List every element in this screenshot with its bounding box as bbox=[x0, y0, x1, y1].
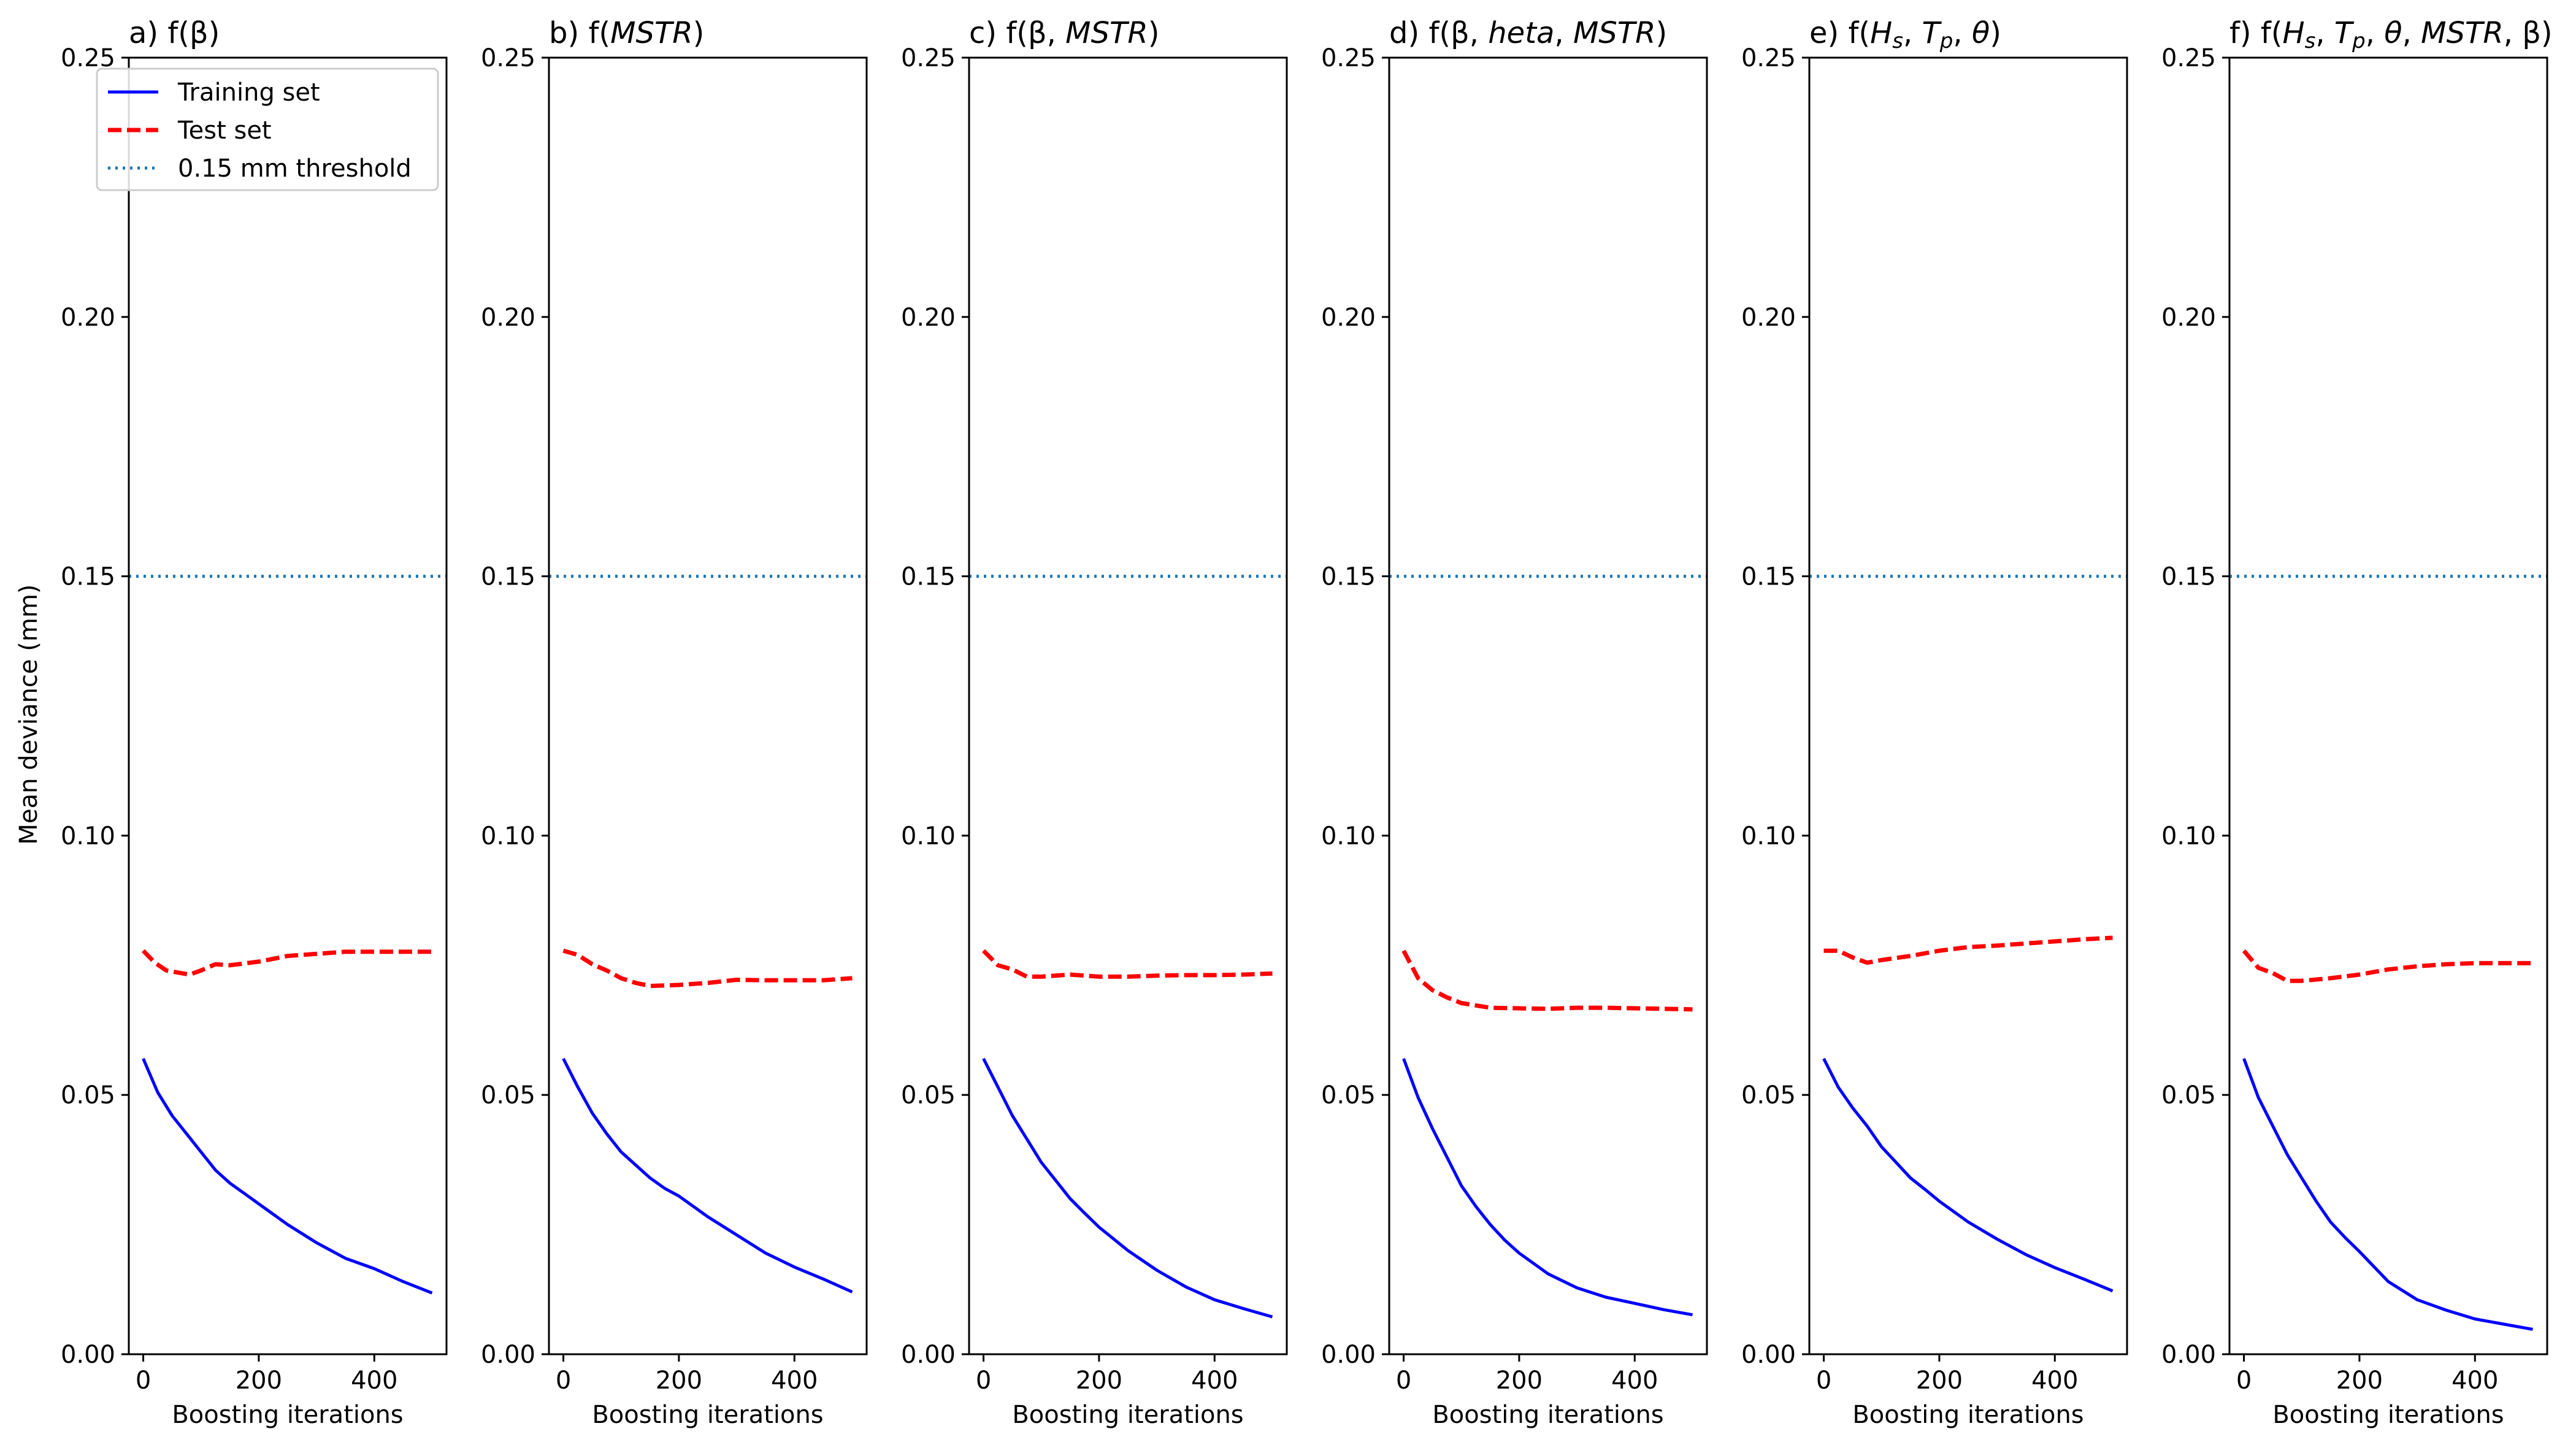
training-set-line bbox=[562, 1057, 853, 1294]
y-tick-label: 0.05 bbox=[901, 1081, 956, 1110]
panel-d: d) f(β, heta, MSTR) 0.00 0.05 0.10 0.15 0.20 0… bbox=[1321, 16, 1708, 1429]
plot-frame bbox=[128, 56, 448, 1355]
y-tick-label: 0.05 bbox=[1741, 1081, 1796, 1110]
panel-c: c) f(β, MSTR) 0.00 0.05 0.10 0.15 0.20 0.25 0 20… bbox=[901, 16, 1288, 1429]
test-set-line bbox=[562, 948, 853, 989]
y-tick-label: 0.15 bbox=[2161, 563, 2216, 591]
panel-title: c) f(β, MSTR) bbox=[969, 16, 1159, 50]
x-tick-label: 0 bbox=[136, 1366, 151, 1395]
y-tick-label: 0.05 bbox=[61, 1081, 115, 1110]
y-tick-label: 0.00 bbox=[2161, 1341, 2216, 1369]
x-tick-label: 400 bbox=[771, 1366, 818, 1395]
legend: Training set Test set 0.15 mm threshold bbox=[96, 67, 439, 191]
x-tick-label: 0 bbox=[1396, 1366, 1411, 1395]
y-tick-label: 0.05 bbox=[481, 1081, 535, 1110]
panel-title: b) f(MSTR) bbox=[549, 16, 704, 50]
x-axis-label: Boosting iterations bbox=[1012, 1401, 1243, 1429]
y-tick-label: 0.20 bbox=[2161, 304, 2216, 332]
panel-title: d) f(β, heta, MSTR) bbox=[1389, 16, 1667, 50]
x-tick-label: 0 bbox=[556, 1366, 571, 1395]
x-axis-label: Boosting iterations bbox=[592, 1401, 823, 1429]
legend-label-threshold: 0.15 mm threshold bbox=[178, 155, 412, 183]
training-set-line bbox=[1402, 1058, 1693, 1317]
test-set-line bbox=[1401, 949, 1693, 1012]
panel-b: b) f(MSTR) 0.00 0.05 0.10 0.15 0.20 0.25 0 200 40… bbox=[481, 16, 868, 1429]
y-tick-label: 0.15 bbox=[1741, 563, 1796, 591]
y-tick-label: 0.10 bbox=[1741, 822, 1796, 850]
panel-title: e) f(Hs, Tp, θ) bbox=[1809, 16, 2001, 53]
x-tick-label: 200 bbox=[1916, 1366, 1963, 1395]
x-tick-label: 0 bbox=[2236, 1366, 2252, 1395]
y-tick-label: 0.25 bbox=[901, 44, 956, 72]
x-axis-label: Boosting iterations bbox=[172, 1401, 403, 1429]
legend-label-test: Test set bbox=[177, 117, 272, 145]
x-tick-label: 200 bbox=[2336, 1366, 2383, 1395]
x-tick-label: 200 bbox=[656, 1366, 702, 1395]
y-tick-label: 0.20 bbox=[61, 304, 115, 332]
x-tick-label: 0 bbox=[1816, 1366, 1831, 1395]
y-tick-label: 0.25 bbox=[1321, 44, 1376, 72]
y-tick-label: 0.20 bbox=[901, 304, 956, 332]
x-tick-label: 400 bbox=[351, 1366, 397, 1395]
x-tick-label: 400 bbox=[1191, 1366, 1238, 1395]
y-tick-label: 0.00 bbox=[1741, 1341, 1796, 1369]
y-tick-label: 0.10 bbox=[2161, 822, 2216, 850]
y-tick-label: 0.15 bbox=[481, 563, 535, 591]
y-axis-label: Mean deviance (mm) bbox=[15, 585, 43, 845]
y-tick-label: 0.00 bbox=[901, 1341, 956, 1369]
y-tick-label: 0.15 bbox=[901, 563, 956, 591]
panel-a: a) f(β) 0.00 0.05 0.10 0.15 0.20 0.25 0 200 400 Bo… bbox=[61, 16, 448, 1429]
y-tick-label: 0.10 bbox=[1321, 822, 1376, 850]
x-axis-label: Boosting iterations bbox=[1852, 1401, 2083, 1429]
y-tick-label: 0.25 bbox=[1741, 44, 1796, 72]
x-tick-label: 200 bbox=[236, 1366, 282, 1395]
y-tick-label: 0.25 bbox=[2161, 44, 2216, 72]
x-tick-label: 200 bbox=[1496, 1366, 1543, 1395]
test-set-line bbox=[141, 949, 432, 977]
y-tick-label: 0.25 bbox=[481, 44, 535, 72]
legend-box bbox=[96, 67, 439, 191]
plot-frame bbox=[1388, 56, 1708, 1355]
y-tick-label: 0.00 bbox=[61, 1341, 115, 1369]
y-tick-label: 0.10 bbox=[901, 822, 956, 850]
x-tick-label: 400 bbox=[1611, 1366, 1658, 1395]
y-tick-label: 0.15 bbox=[1321, 563, 1376, 591]
plot-frame bbox=[548, 56, 868, 1355]
y-tick-label: 0.05 bbox=[2161, 1081, 2216, 1110]
test-set-line bbox=[1823, 935, 2113, 965]
y-tick-label: 0.10 bbox=[481, 822, 535, 850]
y-tick-label: 0.05 bbox=[1321, 1081, 1376, 1110]
panels: a) f(β) 0.00 0.05 0.10 0.15 0.20 0.25 0 200 400 Bo… bbox=[61, 16, 2553, 1429]
test-set-line bbox=[982, 949, 1273, 979]
x-tick-label: 200 bbox=[1076, 1366, 1122, 1395]
panel-f: f) f(Hs, Tp, θ, MSTR, β) 0.00 0.05 0.10 0.15… bbox=[2161, 16, 2553, 1429]
training-set-line bbox=[1822, 1057, 2114, 1293]
x-tick-label: 400 bbox=[2451, 1366, 2498, 1395]
y-tick-label: 0.20 bbox=[1741, 304, 1796, 332]
x-axis-label: Boosting iterations bbox=[1432, 1401, 1663, 1429]
x-tick-label: 0 bbox=[976, 1366, 991, 1395]
legend-label-training: Training set bbox=[177, 79, 320, 107]
y-tick-label: 0.10 bbox=[61, 822, 115, 850]
y-tick-label: 0.00 bbox=[481, 1341, 535, 1369]
x-tick-label: 400 bbox=[2031, 1366, 2078, 1395]
training-set-line bbox=[2242, 1058, 2533, 1331]
training-set-line bbox=[982, 1057, 1273, 1319]
y-tick-label: 0.20 bbox=[1321, 304, 1376, 332]
plot-frame bbox=[1808, 56, 2128, 1355]
panel-title: f) f(Hs, Tp, θ, MSTR, β) bbox=[2229, 16, 2553, 53]
plot-frame bbox=[2228, 56, 2548, 1355]
panel-title: a) f(β) bbox=[129, 16, 220, 50]
test-set-line bbox=[2242, 949, 2533, 983]
training-set-line bbox=[142, 1058, 433, 1295]
y-tick-label: 0.00 bbox=[1321, 1341, 1376, 1369]
y-tick-label: 0.20 bbox=[481, 304, 535, 332]
x-axis-label: Boosting iterations bbox=[2272, 1401, 2504, 1429]
y-tick-label: 0.15 bbox=[61, 563, 115, 591]
panel-e: e) f(Hs, Tp, θ) 0.00 0.05 0.10 0.15 0.20 0.25 0… bbox=[1741, 16, 2128, 1429]
plot-frame bbox=[968, 56, 1288, 1355]
y-tick-label: 0.25 bbox=[61, 44, 115, 72]
